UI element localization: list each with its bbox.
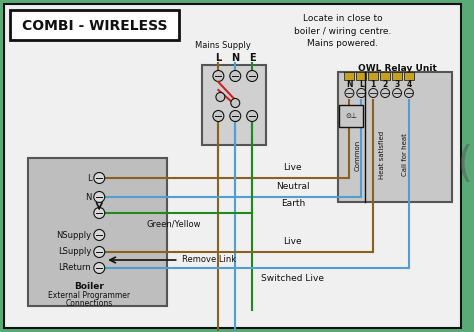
Text: L: L — [215, 53, 221, 63]
Bar — [201, 65, 266, 145]
Text: Common: Common — [355, 139, 360, 171]
Circle shape — [231, 99, 240, 108]
Circle shape — [404, 89, 413, 98]
Text: Switched Live: Switched Live — [261, 274, 324, 283]
Text: Heat satisfied: Heat satisfied — [379, 131, 385, 179]
Text: 4: 4 — [406, 79, 411, 89]
Text: Earth: Earth — [281, 199, 305, 208]
Text: Mains Supply: Mains Supply — [195, 41, 251, 50]
Text: COMBI - WIRELESS: COMBI - WIRELESS — [21, 19, 167, 33]
Text: N: N — [231, 53, 239, 63]
Circle shape — [94, 192, 105, 203]
Circle shape — [357, 89, 366, 98]
Bar — [28, 158, 167, 306]
Text: Green/Yellow: Green/Yellow — [146, 219, 201, 228]
Text: N: N — [346, 79, 353, 89]
Bar — [339, 105, 363, 127]
Circle shape — [94, 173, 105, 184]
Circle shape — [94, 208, 105, 218]
Text: External Programmer: External Programmer — [48, 291, 130, 300]
Bar — [404, 72, 414, 80]
Bar — [392, 72, 402, 80]
Text: ⊙⊥: ⊙⊥ — [346, 113, 357, 119]
Circle shape — [246, 70, 257, 81]
Text: NSupply: NSupply — [56, 230, 91, 239]
Text: Neutral: Neutral — [276, 182, 310, 191]
Text: 1: 1 — [371, 79, 376, 89]
Circle shape — [94, 246, 105, 258]
Text: 3: 3 — [394, 79, 400, 89]
Text: 2: 2 — [383, 79, 388, 89]
Text: Remove Link: Remove Link — [182, 256, 236, 265]
Bar — [337, 72, 452, 202]
Text: (: ( — [456, 144, 473, 186]
Text: E: E — [249, 53, 255, 63]
Text: Live: Live — [283, 237, 302, 246]
Text: LSupply: LSupply — [58, 247, 91, 257]
Circle shape — [345, 89, 354, 98]
Circle shape — [246, 111, 257, 122]
FancyBboxPatch shape — [10, 10, 179, 40]
Text: L: L — [87, 174, 91, 183]
Circle shape — [230, 111, 241, 122]
Circle shape — [94, 229, 105, 240]
Circle shape — [94, 263, 105, 274]
Circle shape — [216, 93, 225, 102]
Circle shape — [381, 89, 390, 98]
Text: Boiler: Boiler — [74, 282, 104, 291]
Text: L: L — [359, 79, 364, 89]
Bar — [356, 72, 366, 80]
Circle shape — [369, 89, 378, 98]
Text: LReturn: LReturn — [59, 264, 91, 273]
Text: Connections: Connections — [66, 299, 113, 308]
Text: N: N — [85, 193, 91, 202]
Circle shape — [213, 70, 224, 81]
Circle shape — [213, 111, 224, 122]
Text: OWL Relay Unit: OWL Relay Unit — [357, 63, 437, 72]
Circle shape — [392, 89, 401, 98]
Text: Live: Live — [283, 163, 302, 172]
Bar — [380, 72, 390, 80]
Circle shape — [230, 70, 241, 81]
Text: Locate in close to
boiler / wiring centre.
Mains powered.: Locate in close to boiler / wiring centr… — [294, 14, 391, 48]
Bar — [368, 72, 378, 80]
Bar — [345, 72, 355, 80]
Text: Call for heat: Call for heat — [402, 133, 408, 176]
